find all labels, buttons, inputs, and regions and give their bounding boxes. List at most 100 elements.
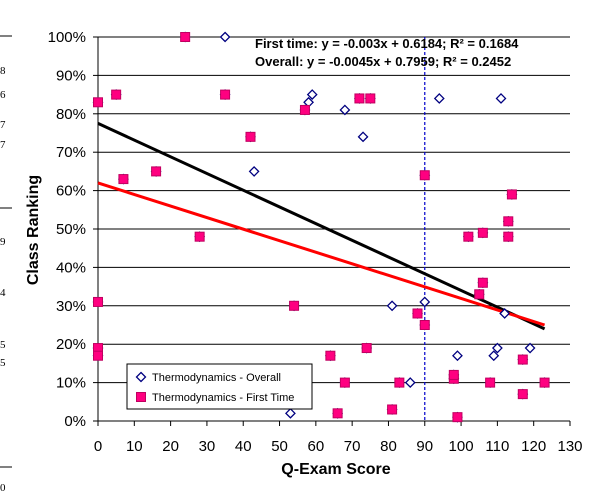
point-first-time [506, 189, 517, 200]
edge-fragment: 0 [0, 482, 6, 491]
point-first-time [503, 231, 514, 242]
x-tick-label: 100 [449, 438, 474, 455]
point-first-time [151, 166, 162, 177]
point-overall [404, 377, 416, 389]
y-axis-tick-labels: 0% 10% 20% 30% 40% 50% 60% 70% 80% 90% 100% [48, 29, 86, 430]
edge-fragment: 6 [0, 89, 6, 101]
point-first-time [93, 296, 103, 307]
x-axis-tick-labels: 0 10 20 30 40 50 60 70 80 90 100 110 120 130 [94, 438, 583, 455]
point-overall [495, 93, 507, 104]
x-tick-label: 0 [94, 438, 102, 455]
point-first-time [477, 227, 488, 238]
legend-box [126, 363, 313, 410]
legend-marker-overall [135, 371, 147, 383]
y-tick-label: 30% [56, 298, 86, 315]
point-first-time [289, 300, 300, 311]
legend-marker-first-time [136, 392, 146, 402]
y-tick-label: 90% [56, 67, 86, 84]
point-first-time [387, 404, 398, 415]
point-first-time [394, 377, 405, 388]
y-tick-label: 0% [64, 413, 86, 430]
point-first-time [332, 408, 343, 419]
point-first-time [365, 93, 376, 104]
edge-fragment: 5 [0, 339, 6, 351]
point-first-time [419, 320, 430, 330]
x-tick-label: 40 [235, 438, 252, 455]
equation-overall: Overall: y = -0.0045x + 0.7959; R² = 0.2… [255, 54, 511, 69]
point-first-time [361, 343, 372, 354]
point-first-time [503, 216, 514, 227]
point-first-time [448, 369, 459, 380]
point-overall [339, 104, 351, 116]
point-first-time [93, 350, 103, 361]
y-axis-title: Class Ranking [25, 175, 42, 285]
point-first-time [93, 97, 103, 108]
trendlines [97, 122, 546, 331]
legend-label-first-time: Thermodynamics - First Time [152, 392, 294, 404]
trendline-overall [97, 122, 546, 331]
y-tick-label: 40% [56, 259, 86, 276]
edge-fragment: 8 [0, 65, 6, 77]
x-tick-label: 50 [271, 438, 288, 455]
x-tick-label: 30 [199, 438, 216, 455]
equation-first-time: First time: y = -0.003x + 0.6184; R² = 0… [255, 36, 519, 51]
edge-fragment: 7 [0, 139, 6, 151]
point-first-time [517, 354, 528, 365]
data-points [92, 31, 551, 423]
x-tick-label: 130 [557, 438, 582, 455]
point-overall [452, 350, 463, 362]
x-axis-title: Q-Exam Score [281, 461, 390, 478]
y-tick-label: 10% [56, 375, 86, 392]
x-tick-label: 10 [126, 438, 143, 455]
point-first-time [118, 174, 129, 185]
x-tick-label: 60 [308, 438, 325, 455]
point-first-time [180, 32, 191, 42]
point-overall [433, 93, 445, 104]
point-first-time [463, 231, 474, 242]
trendline-first-time [97, 181, 546, 327]
point-first-time [477, 277, 488, 288]
point-first-time [111, 89, 122, 100]
x-tick-label: 120 [521, 438, 546, 455]
point-first-time [539, 377, 550, 388]
point-first-time [354, 93, 365, 104]
point-overall [357, 131, 369, 143]
point-overall [524, 342, 536, 354]
point-overall [386, 300, 398, 312]
legend: Thermodynamics - Overall Thermodynamics … [126, 363, 313, 410]
point-overall [248, 165, 260, 177]
edge-fragment: 9 [0, 236, 6, 248]
y-tick-label: 100% [48, 29, 86, 46]
point-first-time [419, 170, 430, 181]
point-overall [491, 342, 503, 354]
point-first-time [325, 350, 336, 361]
x-tick-label: 80 [380, 438, 397, 455]
y-tick-label: 20% [56, 336, 86, 353]
point-first-time [517, 389, 528, 400]
point-first-time [339, 377, 350, 388]
legend-diamond [135, 371, 147, 383]
point-first-time [474, 289, 485, 300]
y-tick-label: 80% [56, 106, 86, 123]
point-first-time [299, 104, 310, 115]
point-first-time [412, 308, 423, 319]
point-overall [285, 407, 296, 419]
edge-fragment: 4 [0, 287, 6, 299]
point-overall [306, 89, 318, 101]
point-first-time [194, 231, 205, 242]
page-edge-fragments: 8 6 7 7 9 4 5 5 0 [0, 65, 6, 491]
y-tick-label: 60% [56, 183, 86, 200]
legend-label-overall: Thermodynamics - Overall [152, 372, 281, 384]
x-tick-label: 110 [485, 438, 509, 455]
y-tick-label: 70% [56, 144, 86, 161]
x-tick-label: 20 [162, 438, 179, 455]
x-tick-label: 90 [416, 438, 433, 455]
legend-square [136, 392, 146, 402]
x-tick-label: 70 [344, 438, 361, 455]
edge-fragment: 7 [0, 119, 6, 131]
edge-fragment: 5 [0, 357, 6, 369]
point-first-time [220, 89, 231, 100]
y-tick-label: 50% [56, 221, 86, 238]
point-first-time [485, 377, 496, 388]
